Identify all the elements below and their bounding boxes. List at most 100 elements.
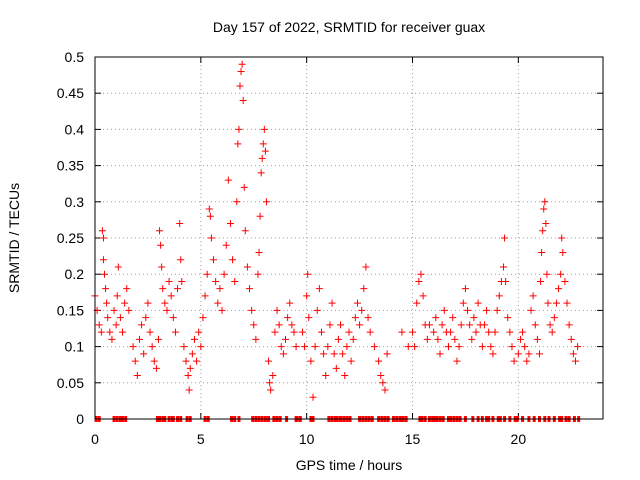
data-point — [440, 306, 448, 314]
data-point — [552, 299, 560, 307]
data-point — [135, 335, 143, 343]
data-point — [383, 350, 391, 358]
data-point — [212, 277, 220, 285]
data-point — [485, 328, 493, 336]
data-point — [411, 343, 419, 351]
data-point — [364, 314, 372, 322]
data-point — [157, 241, 165, 249]
data-point — [519, 328, 527, 336]
data-point — [508, 343, 516, 351]
data-point — [150, 357, 158, 365]
data-point — [493, 306, 501, 314]
data-point — [190, 335, 198, 343]
data-point — [108, 335, 116, 343]
data-point — [495, 292, 503, 300]
data-point — [529, 292, 537, 300]
data-point — [349, 335, 357, 343]
data-point — [277, 343, 285, 351]
data-point — [546, 321, 554, 329]
data-point — [347, 357, 355, 365]
data-point — [305, 314, 313, 322]
data-point — [269, 372, 277, 380]
data-point — [341, 372, 349, 380]
data-point — [548, 328, 556, 336]
data-point — [565, 321, 573, 329]
data-point — [334, 335, 342, 343]
data-point — [451, 335, 459, 343]
data-point — [464, 306, 472, 314]
data-point — [480, 321, 488, 329]
tick-labels: 0 0.05 0.1 0.15 0.2 0.25 0.3 0.35 0.4 0.45 0.5 0 5 10… — [57, 49, 527, 447]
data-point — [304, 270, 312, 278]
data-point — [436, 350, 444, 358]
y-tick-label: 0 — [76, 411, 84, 427]
data-point — [165, 277, 173, 285]
data-point — [185, 386, 193, 394]
data-point — [261, 147, 269, 155]
data-point — [501, 234, 509, 242]
data-point — [417, 270, 425, 278]
data-point — [468, 335, 476, 343]
data-point — [197, 343, 205, 351]
data-point — [398, 328, 406, 336]
y-tick-label: 0.05 — [57, 375, 84, 391]
data-point — [574, 343, 582, 351]
data-point — [315, 285, 323, 293]
data-point — [275, 321, 283, 329]
data-point — [447, 328, 455, 336]
data-point — [158, 263, 166, 271]
data-point — [98, 227, 106, 235]
data-point — [216, 285, 224, 293]
data-point — [457, 321, 465, 329]
data-point — [504, 314, 512, 322]
data-point — [260, 125, 268, 133]
data-point — [561, 277, 569, 285]
data-point — [239, 96, 247, 104]
data-point — [241, 227, 249, 235]
data-point — [500, 263, 508, 271]
data-point — [133, 372, 141, 380]
data-point — [205, 205, 213, 213]
data-point — [273, 306, 281, 314]
data-point — [262, 198, 270, 206]
x-tick-label: 20 — [511, 431, 527, 447]
x-tick-label: 10 — [299, 431, 315, 447]
data-point — [307, 357, 315, 365]
data-point — [186, 364, 194, 372]
grid-lines — [95, 57, 603, 419]
data-point — [360, 285, 368, 293]
data-point — [248, 306, 256, 314]
data-point — [159, 285, 167, 293]
data-point — [201, 292, 209, 300]
data-point — [259, 140, 267, 148]
data-point — [489, 350, 497, 358]
data-point — [542, 220, 550, 228]
data-point — [174, 285, 182, 293]
data-point — [123, 285, 131, 293]
y-tick-label: 0.35 — [57, 158, 84, 174]
data-point — [303, 292, 311, 300]
data-point — [104, 314, 112, 322]
data-point — [438, 321, 446, 329]
data-point — [214, 299, 222, 307]
data-point — [233, 198, 241, 206]
data-point — [257, 169, 265, 177]
data-point — [311, 343, 319, 351]
data-point — [199, 314, 207, 322]
data-point — [106, 328, 114, 336]
data-point — [231, 277, 239, 285]
data-point — [466, 321, 474, 329]
data-point — [339, 350, 347, 358]
data-point — [250, 321, 258, 329]
data-point — [506, 328, 514, 336]
data-points — [91, 60, 582, 401]
data-point — [449, 314, 457, 322]
data-point — [317, 328, 325, 336]
data-point — [525, 350, 533, 358]
data-point — [474, 299, 482, 307]
data-point — [292, 343, 300, 351]
data-point — [220, 270, 228, 278]
plot-frame — [94, 56, 604, 420]
data-point — [569, 350, 577, 358]
data-point — [523, 357, 531, 365]
